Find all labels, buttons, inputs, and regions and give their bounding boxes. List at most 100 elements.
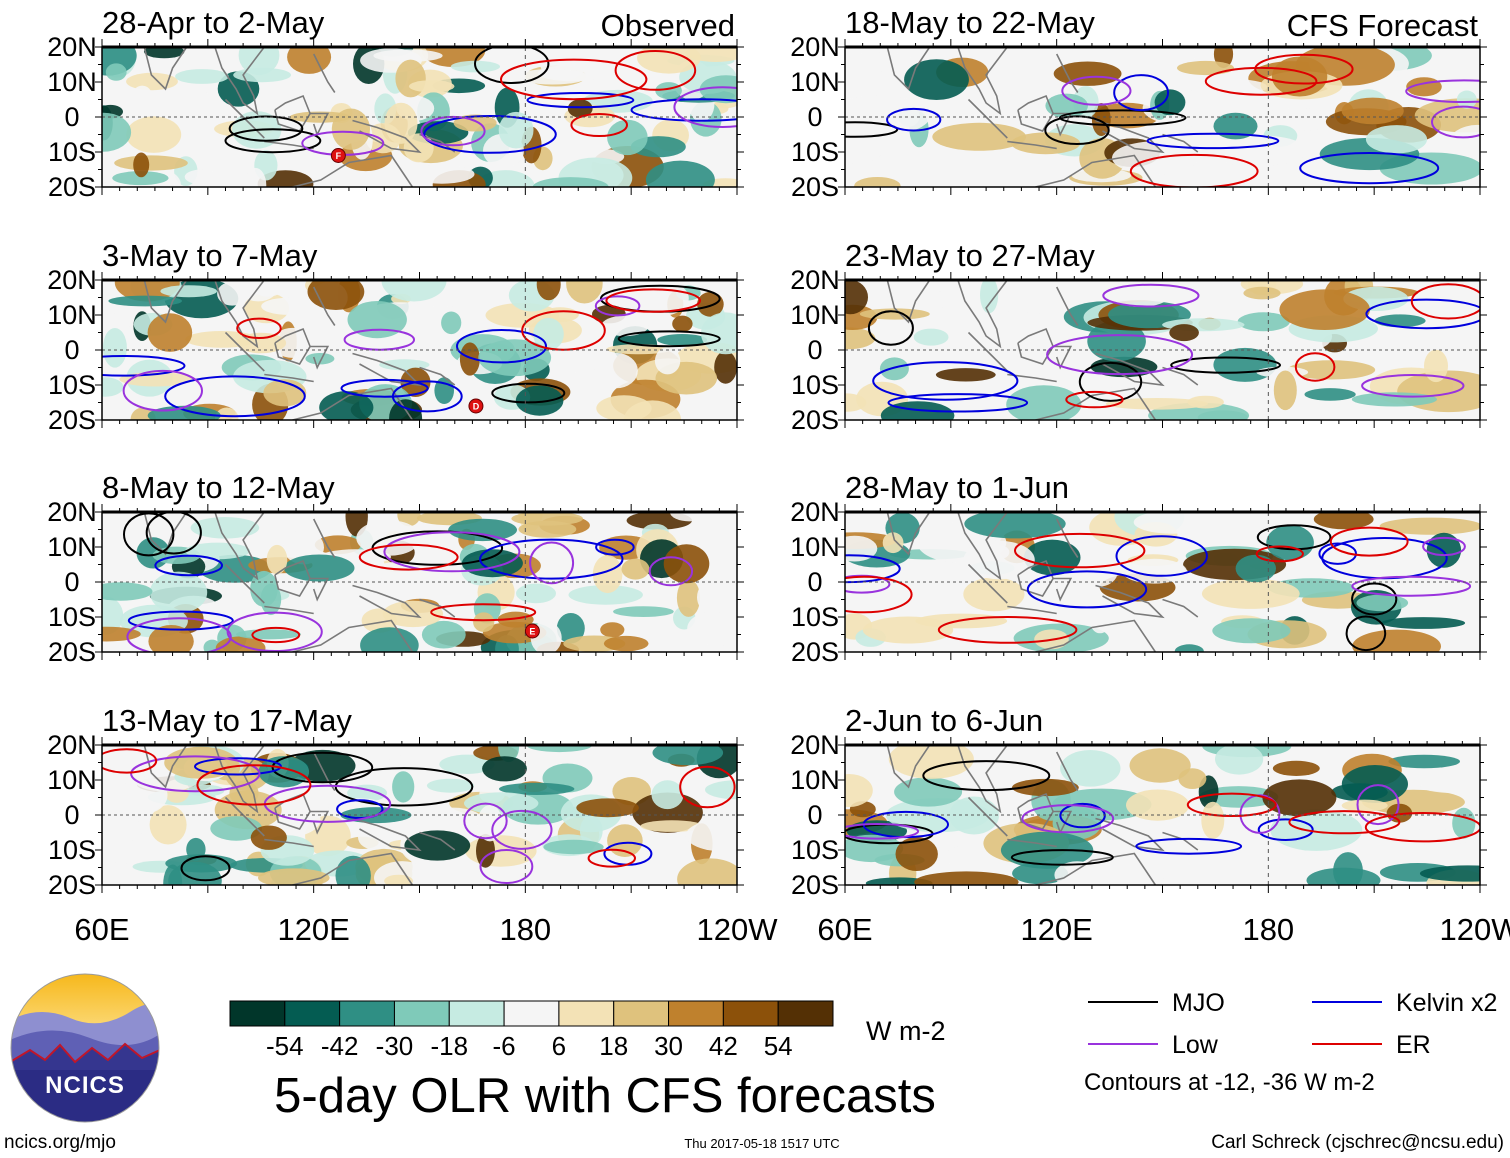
storm-marker-label: F bbox=[336, 151, 342, 161]
olr-anomaly-blob bbox=[1215, 745, 1264, 775]
olr-anomaly-blob bbox=[476, 833, 495, 868]
olr-anomaly-blob bbox=[147, 313, 193, 352]
olr-anomaly-blob bbox=[108, 295, 182, 307]
olr-anomaly-blob bbox=[913, 328, 949, 346]
olr-anomaly-blob bbox=[964, 311, 1064, 343]
olr-anomaly-blob bbox=[1341, 799, 1388, 812]
y-tick-label: 10N bbox=[790, 300, 840, 330]
olr-anomaly-blob bbox=[592, 555, 623, 594]
coastline bbox=[1035, 387, 1157, 420]
y-tick-label: 20N bbox=[790, 497, 840, 527]
olr-anomaly-blob bbox=[859, 308, 930, 320]
x-axis-labels: 60E 120E 180 120W 60E 120E 180 120W bbox=[74, 912, 1510, 947]
contour-low bbox=[383, 531, 521, 573]
olr-anomaly-blob bbox=[657, 334, 708, 346]
olr-anomaly-blob bbox=[879, 357, 909, 381]
legend-label: Low bbox=[1172, 1031, 1219, 1059]
olr-anomaly-blob bbox=[613, 606, 674, 617]
contour-kelvin-x2 bbox=[164, 375, 306, 418]
coastline bbox=[214, 47, 265, 116]
olr-anomaly-blob bbox=[1211, 79, 1268, 95]
contour-low bbox=[130, 755, 261, 793]
y-tick-label: 10N bbox=[790, 532, 840, 562]
olr-anomaly-blob bbox=[190, 517, 260, 539]
olr-anomaly-blob bbox=[543, 839, 604, 855]
olr-anomaly-blob bbox=[1087, 320, 1146, 362]
olr-anomaly-blob bbox=[403, 133, 434, 163]
contour-low bbox=[673, 86, 737, 128]
contour-low bbox=[1061, 75, 1132, 106]
coastline bbox=[419, 366, 456, 386]
contour-low bbox=[479, 849, 534, 884]
olr-anomaly-blob bbox=[1243, 286, 1281, 300]
olr-anomaly-blob bbox=[672, 315, 693, 332]
coastline bbox=[957, 512, 1008, 581]
olr-anomaly-blob bbox=[144, 47, 185, 59]
olr-anomaly-blob bbox=[244, 167, 267, 187]
contour-er bbox=[102, 748, 158, 774]
olr-anomaly-blob bbox=[347, 301, 407, 339]
contour-low bbox=[1431, 105, 1480, 139]
olr-anomaly-blob bbox=[935, 368, 996, 382]
olr-anomaly-blob bbox=[381, 280, 447, 302]
coastline bbox=[292, 154, 414, 187]
olr-anomaly-blob bbox=[439, 754, 495, 774]
y-tick-label: 20S bbox=[48, 405, 96, 435]
olr-anomaly-blob bbox=[459, 342, 480, 376]
panel-grid: Observed F 20N 10N 0 10S 20S 28-Apr to 2-May D 20… bbox=[47, 5, 1487, 900]
olr-anomaly-blob bbox=[1341, 765, 1408, 803]
contour-low bbox=[491, 809, 553, 850]
coastline bbox=[352, 584, 422, 619]
ncics-logo: NCICS bbox=[10, 973, 160, 1123]
coastline bbox=[214, 512, 265, 581]
coastline bbox=[967, 331, 1008, 372]
olr-anomaly-blob bbox=[114, 155, 188, 171]
olr-anomaly-blob bbox=[677, 858, 737, 885]
contour-kelvin-x2 bbox=[154, 554, 223, 577]
olr-anomaly-blob bbox=[1201, 801, 1225, 839]
coastline bbox=[1095, 352, 1165, 387]
olr-anomaly-blob bbox=[566, 280, 603, 304]
olr-anomaly-blob bbox=[185, 542, 251, 560]
legend-label: Kelvin x2 bbox=[1396, 989, 1497, 1017]
olr-anomaly-blob bbox=[392, 771, 415, 803]
olr-anomaly-blob bbox=[319, 391, 374, 420]
coastline bbox=[264, 838, 314, 848]
olr-anomaly-blob bbox=[477, 805, 503, 842]
coastline bbox=[264, 605, 314, 615]
x-tick-label: 120E bbox=[277, 912, 349, 947]
olr-anomaly-blob bbox=[133, 152, 150, 178]
y-tick-label: 0 bbox=[807, 102, 822, 132]
coastline bbox=[310, 345, 330, 370]
y-tick-label: 20S bbox=[791, 172, 839, 202]
olr-anomaly-blob bbox=[526, 745, 593, 753]
storm-marker bbox=[468, 398, 484, 414]
olr-panel: E 20N 10N 0 10S 20S 8-May to 12-May bbox=[47, 470, 744, 667]
contour-kelvin-x2 bbox=[423, 114, 557, 154]
olr-anomaly-blob bbox=[102, 596, 124, 635]
coastlines bbox=[886, 512, 1199, 652]
olr-anomaly-blob bbox=[696, 512, 729, 540]
contour-er bbox=[358, 543, 459, 571]
olr-anomaly-blob bbox=[1111, 285, 1169, 307]
olr-anomaly-blob bbox=[1129, 748, 1191, 783]
olr-anomaly-blob bbox=[382, 600, 444, 628]
contour-mjo bbox=[1010, 849, 1114, 866]
x-tick-label: 180 bbox=[1242, 912, 1294, 947]
olr-anomaly-blob bbox=[409, 164, 475, 184]
olr-anomaly-blob bbox=[1199, 786, 1279, 808]
contour-low bbox=[1021, 804, 1115, 834]
storm-marker bbox=[330, 148, 346, 163]
contour-er bbox=[1288, 810, 1401, 835]
coastline bbox=[1053, 112, 1073, 137]
colorbar-swatch bbox=[777, 1000, 834, 1027]
panel-title: 18-May to 22-May bbox=[845, 5, 1095, 40]
panel-title: 2-Jun to 6-Jun bbox=[845, 703, 1043, 738]
olr-anomaly-blob bbox=[1105, 398, 1208, 410]
olr-anomaly-blob bbox=[384, 102, 418, 144]
olr-anomaly-blob bbox=[932, 122, 1027, 151]
olr-anomaly-blob bbox=[1213, 112, 1258, 140]
olr-anomaly-blob bbox=[1206, 135, 1308, 167]
olr-anomaly-blob bbox=[149, 571, 208, 614]
colorbar-swatch bbox=[393, 1000, 450, 1027]
